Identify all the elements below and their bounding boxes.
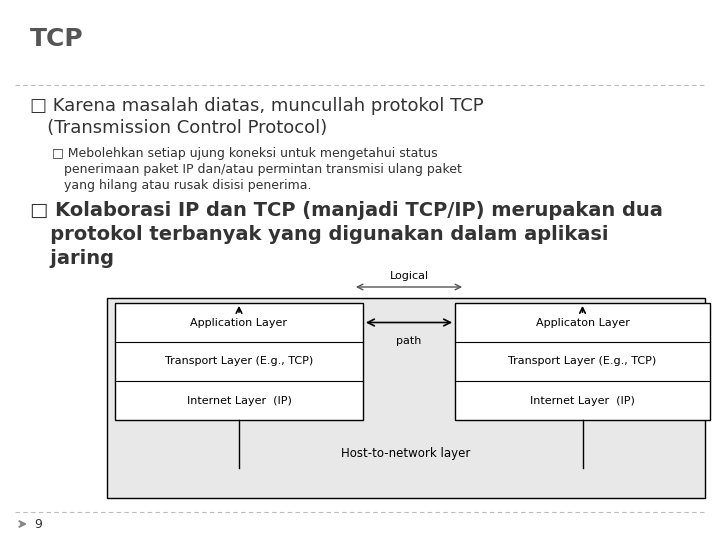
Text: penerimaan paket IP dan/atau permintan transmisi ulang paket: penerimaan paket IP dan/atau permintan t… [52,163,462,176]
Text: protokol terbanyak yang digunakan dalam aplikasi: protokol terbanyak yang digunakan dalam … [30,225,608,244]
Bar [455,303,710,420]
Text: path: path [396,336,422,347]
Text: yang hilang atau rusak disisi penerima.: yang hilang atau rusak disisi penerima. [52,179,312,192]
Text: □ Kolaborasi IP dan TCP (manjadi TCP/IP) merupakan dua: □ Kolaborasi IP dan TCP (manjadi TCP/IP)… [30,201,663,220]
Bar [107,298,705,498]
Text: jaring: jaring [30,249,114,268]
Text: Host-to-network layer: Host-to-network layer [341,448,471,461]
Text: Application Layer: Application Layer [191,318,287,327]
Text: □ Karena masalah diatas, muncullah protokol TCP: □ Karena masalah diatas, muncullah proto… [30,97,484,115]
Text: □ Mebolehkan setiap ujung koneksi untuk mengetahui status: □ Mebolehkan setiap ujung koneksi untuk … [52,147,438,160]
Text: 9: 9 [34,517,42,530]
Text: Logical: Logical [390,271,428,281]
Text: Transport Layer (E.g., TCP): Transport Layer (E.g., TCP) [165,356,313,367]
Text: Applicaton Layer: Applicaton Layer [536,318,629,327]
Text: Internet Layer  (IP): Internet Layer (IP) [186,395,292,406]
Text: Internet Layer  (IP): Internet Layer (IP) [530,395,635,406]
Bar [115,303,363,420]
Text: TCP: TCP [30,27,84,51]
Text: (Transmission Control Protocol): (Transmission Control Protocol) [30,119,328,137]
Text: Transport Layer (E.g., TCP): Transport Layer (E.g., TCP) [508,356,657,367]
